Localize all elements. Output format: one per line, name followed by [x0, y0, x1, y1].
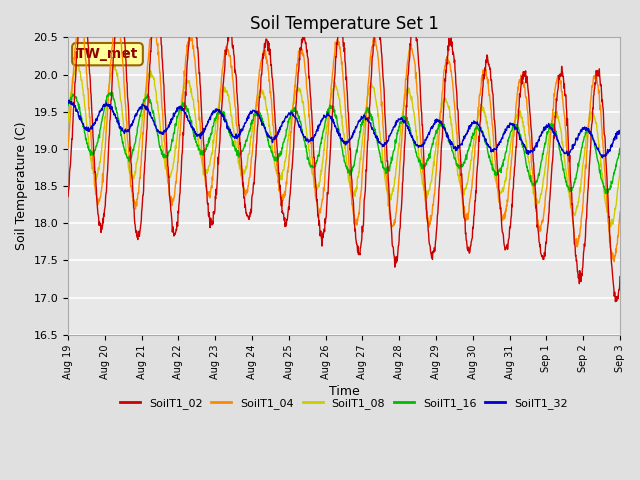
- SoilT1_08: [430, 163, 438, 168]
- SoilT1_02: [616, 274, 624, 279]
- SoilT1_02: [174, 223, 182, 229]
- Line: SoilT1_16: SoilT1_16: [68, 93, 620, 193]
- SoilT1_16: [109, 90, 116, 96]
- SoilT1_04: [430, 192, 438, 198]
- SoilT1_32: [249, 108, 257, 113]
- SoilT1_16: [604, 191, 611, 196]
- Line: SoilT1_04: SoilT1_04: [68, 18, 620, 262]
- SoilT1_08: [551, 109, 559, 115]
- SoilT1_16: [188, 120, 195, 126]
- SoilT1_04: [113, 15, 120, 21]
- SoilT1_16: [174, 114, 182, 120]
- SoilT1_32: [173, 108, 181, 114]
- SoilT1_32: [429, 121, 437, 127]
- Title: Soil Temperature Set 1: Soil Temperature Set 1: [250, 15, 438, 33]
- SoilT1_04: [502, 208, 510, 214]
- SoilT1_32: [502, 127, 509, 133]
- Line: SoilT1_02: SoilT1_02: [68, 0, 620, 301]
- SoilT1_04: [188, 37, 195, 43]
- SoilT1_32: [616, 128, 624, 134]
- SoilT1_04: [174, 159, 182, 165]
- SoilT1_02: [430, 249, 438, 255]
- SoilT1_08: [174, 128, 182, 133]
- SoilT1_02: [502, 244, 510, 250]
- SoilT1_08: [616, 164, 624, 170]
- SoilT1_32: [598, 155, 606, 161]
- SoilT1_32: [187, 123, 195, 129]
- SoilT1_04: [64, 144, 72, 149]
- SoilT1_02: [551, 121, 559, 127]
- Legend: SoilT1_02, SoilT1_04, SoilT1_08, SoilT1_16, SoilT1_32: SoilT1_02, SoilT1_04, SoilT1_08, SoilT1_…: [116, 394, 572, 414]
- SoilT1_04: [551, 87, 559, 93]
- X-axis label: Time: Time: [328, 384, 360, 397]
- SoilT1_16: [430, 136, 438, 142]
- SoilT1_04: [249, 141, 257, 146]
- SoilT1_32: [64, 97, 72, 103]
- Y-axis label: Soil Temperature (C): Soil Temperature (C): [15, 122, 28, 250]
- SoilT1_16: [616, 145, 624, 151]
- SoilT1_08: [64, 119, 72, 125]
- SoilT1_02: [249, 190, 257, 196]
- SoilT1_08: [502, 177, 510, 183]
- Line: SoilT1_08: SoilT1_08: [68, 63, 620, 227]
- SoilT1_16: [502, 149, 510, 155]
- SoilT1_16: [249, 118, 257, 123]
- SoilT1_08: [188, 85, 195, 91]
- SoilT1_02: [64, 193, 72, 199]
- Line: SoilT1_32: SoilT1_32: [68, 100, 620, 158]
- SoilT1_02: [188, 18, 195, 24]
- SoilT1_08: [249, 120, 257, 126]
- SoilT1_08: [607, 224, 614, 229]
- SoilT1_02: [612, 299, 620, 304]
- SoilT1_04: [611, 259, 618, 264]
- SoilT1_08: [110, 60, 118, 66]
- SoilT1_16: [64, 103, 72, 108]
- Text: TW_met: TW_met: [76, 47, 139, 61]
- SoilT1_32: [550, 131, 558, 136]
- SoilT1_16: [551, 126, 559, 132]
- SoilT1_04: [616, 209, 624, 215]
